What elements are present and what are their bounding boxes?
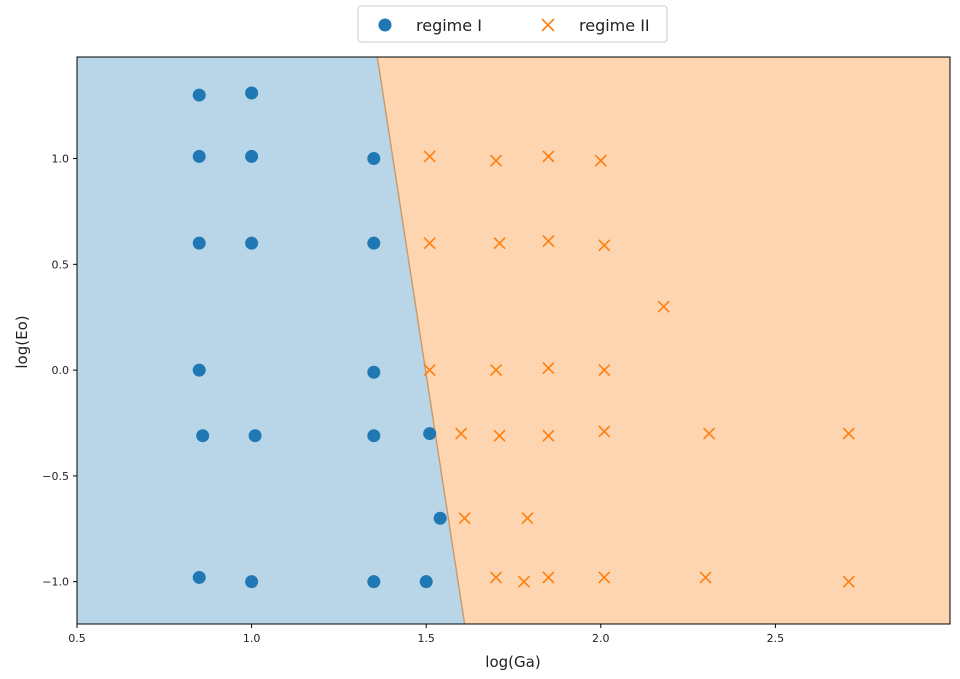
regime-ii-point-17 xyxy=(702,427,716,440)
y-tick-label-2: 0.0 xyxy=(52,364,70,377)
regime-i-point-3 xyxy=(245,149,259,163)
regime-i-point-18 xyxy=(419,575,433,589)
regime-ii-point-18 xyxy=(842,427,855,440)
regime-ii-point-4 xyxy=(423,237,436,250)
regime-ii-point-9 xyxy=(423,364,436,377)
regime-ii-point-7 xyxy=(598,239,611,252)
y-tick-label-1: −0.5 xyxy=(42,470,69,483)
regime-i-point-8 xyxy=(192,363,206,377)
regime-ii-point-11 xyxy=(542,361,555,375)
regime-ii-point-19 xyxy=(458,512,471,525)
regime-ii-point-5 xyxy=(493,237,506,250)
y-axis-ticks: −1.0 −0.5 0.0 0.5 1.0 xyxy=(42,153,77,589)
regime-ii-point-15 xyxy=(542,429,555,442)
regime-i-region xyxy=(77,57,465,624)
regime-i-point-16 xyxy=(245,575,259,589)
regime-ii-point-6 xyxy=(542,234,555,248)
y-tick-label-4: 1.0 xyxy=(52,153,70,166)
regime-i-point-0 xyxy=(192,88,206,102)
regime-i-point-13 xyxy=(423,427,437,441)
y-axis-label: log(Eo) xyxy=(13,315,31,368)
regime-ii-point-25 xyxy=(699,571,712,584)
legend: regime I regime II xyxy=(357,5,668,43)
regime-i-point-14 xyxy=(433,511,447,525)
regime-ii-point-22 xyxy=(517,575,531,588)
legend-label-regime-i: regime I xyxy=(416,16,482,35)
regime-i-point-6 xyxy=(245,236,259,250)
regime-ii-point-20 xyxy=(521,512,534,525)
plot-frame xyxy=(76,56,951,625)
plot-area xyxy=(76,56,951,625)
regime-i-point-10 xyxy=(196,429,210,443)
regime-ii-point-16 xyxy=(598,425,611,438)
regime-i-point-4 xyxy=(367,152,381,166)
regime-ii-point-1 xyxy=(489,154,503,167)
regime-ii-point-8 xyxy=(657,300,670,313)
regime-ii-point-21 xyxy=(489,571,503,584)
regime-i-point-17 xyxy=(367,575,381,589)
x-axis-label: log(Ga) xyxy=(485,653,540,671)
regime-ii-region xyxy=(377,57,950,624)
regime-ii-point-0 xyxy=(423,150,436,163)
legend-marker-regime-i xyxy=(378,18,392,32)
legend-label-regime-ii: regime II xyxy=(579,16,650,35)
regime-i-point-7 xyxy=(367,236,381,250)
x-axis-ticks: 0.5 1.0 1.5 2.0 2.5 xyxy=(68,624,784,645)
data-points xyxy=(192,86,855,589)
regime-i-point-9 xyxy=(367,365,381,379)
legend-box xyxy=(357,5,668,43)
regime-ii-point-10 xyxy=(489,364,503,377)
legend-marker-regime-ii xyxy=(541,18,555,32)
regime-ii-point-26 xyxy=(842,575,855,588)
x-tick-label-0: 0.5 xyxy=(68,632,86,645)
decision-boundary-line xyxy=(376,56,466,625)
regime-ii-point-12 xyxy=(598,364,611,377)
regime-i-point-1 xyxy=(245,86,259,100)
regime-ii-point-13 xyxy=(455,427,468,440)
y-tick-label-0: −1.0 xyxy=(42,576,69,589)
x-tick-label-3: 2.0 xyxy=(592,632,610,645)
regime-ii-point-3 xyxy=(594,154,607,167)
regime-ii-point-24 xyxy=(598,571,611,584)
regime-ii-point-2 xyxy=(542,150,555,163)
regime-ii-point-14 xyxy=(493,429,506,442)
x-tick-label-2: 1.5 xyxy=(417,632,435,645)
x-tick-label-4: 2.5 xyxy=(767,632,785,645)
regime-ii-point-23 xyxy=(542,571,555,584)
regime-i-point-5 xyxy=(192,236,206,250)
regime-i-point-2 xyxy=(192,149,206,163)
regime-i-point-12 xyxy=(367,429,381,443)
y-tick-label-3: 0.5 xyxy=(52,258,70,271)
x-tick-label-1: 1.0 xyxy=(243,632,261,645)
regime-i-point-11 xyxy=(248,429,262,443)
regime-i-point-15 xyxy=(192,570,206,584)
